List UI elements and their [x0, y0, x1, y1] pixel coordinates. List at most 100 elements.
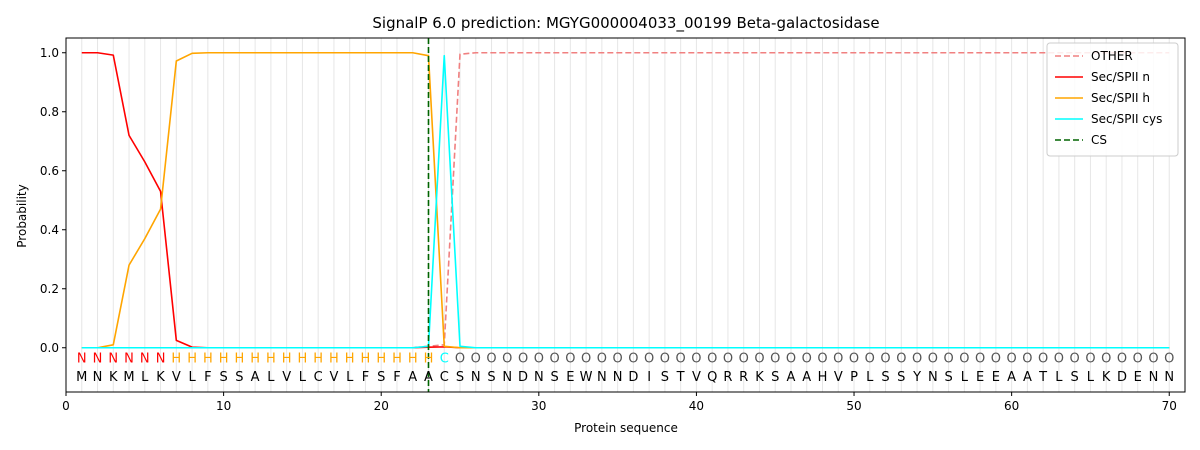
residue-label: O: [518, 352, 528, 367]
residue-label: O: [1117, 352, 1127, 367]
legend-label: OTHER: [1091, 49, 1133, 63]
residue-label: O: [1022, 352, 1032, 367]
sequence-residue: L: [299, 370, 307, 385]
residue-label: H: [250, 352, 260, 367]
sequence-residue: N: [613, 370, 623, 385]
residue-label: H: [171, 352, 181, 367]
residue-label: O: [928, 352, 938, 367]
residue-label: O: [628, 352, 638, 367]
legend: OTHER Sec/SPII n Sec/SPII h Sec/SPII cys CS: [1046, 42, 1179, 157]
legend-label: Sec/SPII n: [1091, 70, 1150, 84]
sequence-residue: E: [976, 370, 984, 385]
sequence-residue: S: [235, 370, 243, 385]
sequence-residue: Q: [707, 370, 717, 385]
residue-label: O: [549, 352, 559, 367]
sequence-residue: P: [850, 370, 858, 385]
sequence-residue: A: [251, 370, 260, 385]
sequence-residue: S: [661, 370, 669, 385]
sequence-residue: V: [329, 370, 338, 385]
residue-label: H: [424, 352, 434, 367]
sequence-residue: F: [393, 370, 400, 385]
legend-label: CS: [1091, 133, 1107, 147]
y-tick-label: 0.2: [40, 282, 59, 296]
residue-label: O: [691, 352, 701, 367]
sequence-residue: A: [408, 370, 417, 385]
sequence-residue: M: [123, 370, 134, 385]
residue-label: O: [1164, 352, 1174, 367]
residue-label: H: [329, 352, 339, 367]
residue-label: H: [187, 352, 197, 367]
residue-label: O: [581, 352, 591, 367]
residue-label: H: [313, 352, 323, 367]
sequence-residue: N: [1149, 370, 1159, 385]
sequence-residue: T: [1038, 370, 1047, 385]
residue-label: N: [156, 352, 166, 367]
sequence-residue: N: [502, 370, 512, 385]
residue-label: O: [455, 352, 465, 367]
residue-label: O: [959, 352, 969, 367]
residue-label: O: [1054, 352, 1064, 367]
residue-label: H: [345, 352, 355, 367]
sequence-residue: K: [109, 370, 118, 385]
y-tick-label: 0.0: [40, 341, 59, 355]
sequence-residue: D: [518, 370, 528, 385]
sequence-residue: V: [172, 370, 181, 385]
sequence-residue: S: [771, 370, 779, 385]
residue-label: O: [471, 352, 481, 367]
sequence-residue: S: [944, 370, 952, 385]
sequence-residue: E: [992, 370, 1000, 385]
series-line-4: [81, 54, 1170, 349]
residue-label: O: [1148, 352, 1158, 367]
chart-title: SignalP 6.0 prediction: MGYG000004033_00…: [372, 14, 879, 33]
sequence-residue: A: [802, 370, 811, 385]
plot-area: NMNNNKNMNLNKHVHLHFHSHSHAHLHVHLHCHVHLHFHS…: [40, 37, 1186, 413]
sequence-residue: R: [739, 370, 748, 385]
residue-label: O: [943, 352, 953, 367]
x-tick-label: 50: [846, 399, 861, 413]
residue-label: O: [1070, 352, 1080, 367]
residue-label: N: [124, 352, 134, 367]
sequence-residue: L: [267, 370, 275, 385]
residue-label: O: [660, 352, 670, 367]
sequence-residue: S: [550, 370, 558, 385]
sequence-residue: V: [282, 370, 291, 385]
residue-label: H: [392, 352, 402, 367]
sequence-residue: A: [1023, 370, 1032, 385]
y-tick-label: 0.8: [40, 105, 59, 119]
x-tick-label: 40: [689, 399, 704, 413]
residue-label: H: [408, 352, 418, 367]
residue-label: O: [534, 352, 544, 367]
sequence-residue: N: [93, 370, 103, 385]
x-axis-label: Protein sequence: [574, 421, 678, 435]
residue-label: N: [77, 352, 87, 367]
sequence-residue: S: [881, 370, 889, 385]
residue-label: O: [880, 352, 890, 367]
sequence-residue: L: [188, 370, 196, 385]
residue-label: O: [1007, 352, 1017, 367]
residue-label: H: [282, 352, 292, 367]
series-line-1: [81, 51, 1170, 349]
sequence-residue: V: [692, 370, 701, 385]
residue-label: N: [140, 352, 150, 367]
residue-label: O: [912, 352, 922, 367]
sequence-residue: A: [424, 370, 433, 385]
y-tick-label: 1.0: [40, 46, 59, 60]
x-tick-label: 0: [62, 399, 70, 413]
sequence-residue: L: [141, 370, 149, 385]
residue-label: H: [219, 352, 229, 367]
sequence-residue: L: [961, 370, 969, 385]
residue-label: O: [1038, 352, 1048, 367]
x-tick-label: 30: [531, 399, 546, 413]
series-line-2: [81, 51, 1170, 349]
sequence-residue: S: [456, 370, 464, 385]
residue-label: O: [849, 352, 859, 367]
sequence-residue: L: [866, 370, 874, 385]
y-tick-label: 0.6: [40, 164, 59, 178]
sequence-residue: F: [362, 370, 369, 385]
sequence-residue: N: [1164, 370, 1174, 385]
sequence-residue: S: [219, 370, 227, 385]
sequence-residue: K: [755, 370, 764, 385]
x-tick-label: 10: [216, 399, 231, 413]
residue-label: O: [723, 352, 733, 367]
